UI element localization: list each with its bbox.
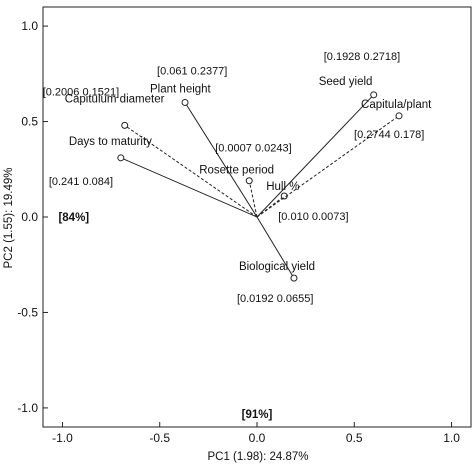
y-tick-label: -1.0 [17, 401, 38, 415]
coordinate-label: [0.0192 0.0655] [237, 293, 313, 305]
variable-label: Rosette period [199, 165, 274, 177]
variable-label: Capitulum diameter [65, 93, 165, 105]
loading-point [181, 98, 189, 106]
coordinate-label: [0.241 0.084] [49, 176, 113, 188]
y-tick-label: 1.0 [21, 19, 38, 33]
variable-label: Biological yield [239, 261, 315, 273]
y-tick-label: -0.5 [17, 305, 38, 319]
labels-layer: Plant height [0.061 0.2377] Capitulum diam… [43, 51, 432, 421]
coordinate-label: [0.2744 0.178] [354, 129, 424, 141]
y-tick-label: 0.0 [21, 210, 38, 224]
loading-point [121, 121, 129, 129]
x-axis-title: PC1 (1.98): 24.87% [207, 451, 308, 463]
x-tick-label: -1.0 [52, 431, 73, 445]
coordinate-label: [0.061 0.2377] [157, 65, 227, 77]
loading-vector [256, 216, 295, 279]
variable-label: Days to maturity [69, 136, 152, 148]
coordinate-label: [0.0007 0.0243] [215, 143, 291, 155]
loading-point [370, 91, 378, 99]
x-tick-label: -0.5 [149, 431, 170, 445]
loading-point [290, 274, 298, 282]
coordinate-label: [0.010 0.0073] [278, 211, 348, 223]
loading-point [245, 177, 253, 185]
y-tick-label: 0.5 [21, 115, 38, 129]
variable-label: Seed yield [319, 76, 373, 88]
loading-vector [124, 124, 258, 218]
loading-vector [256, 115, 400, 218]
loading-vector [256, 94, 375, 218]
loading-vector [120, 157, 258, 218]
variable-label: Capitula/plant [361, 99, 432, 111]
axes-layer: -1.0 -0.5 0.0 0.5 1.0 -1.0 -0.5 0.0 0.5 1.0 [17, 19, 460, 445]
loading-point [395, 112, 403, 120]
vectors-layer [117, 91, 403, 282]
coordinate-label: [0.1928 0.2718] [324, 51, 400, 63]
variable-label: Plant height [150, 83, 212, 95]
x-tick-label: 0.5 [346, 431, 363, 445]
percentage-annotation: [84%] [58, 212, 89, 224]
loading-vector [248, 180, 258, 218]
x-tick-label: 1.0 [443, 431, 460, 445]
variable-label: Hull % [266, 181, 299, 193]
loading-vector [184, 102, 258, 218]
coordinate-label: [0.2006 0.1521] [43, 86, 119, 98]
y-axis-title: PC2 (1.55): 19.49% [3, 167, 15, 268]
loading-point [117, 154, 125, 162]
x-tick-label: 0.0 [249, 431, 266, 445]
percentage-annotation: [91%] [242, 409, 273, 421]
